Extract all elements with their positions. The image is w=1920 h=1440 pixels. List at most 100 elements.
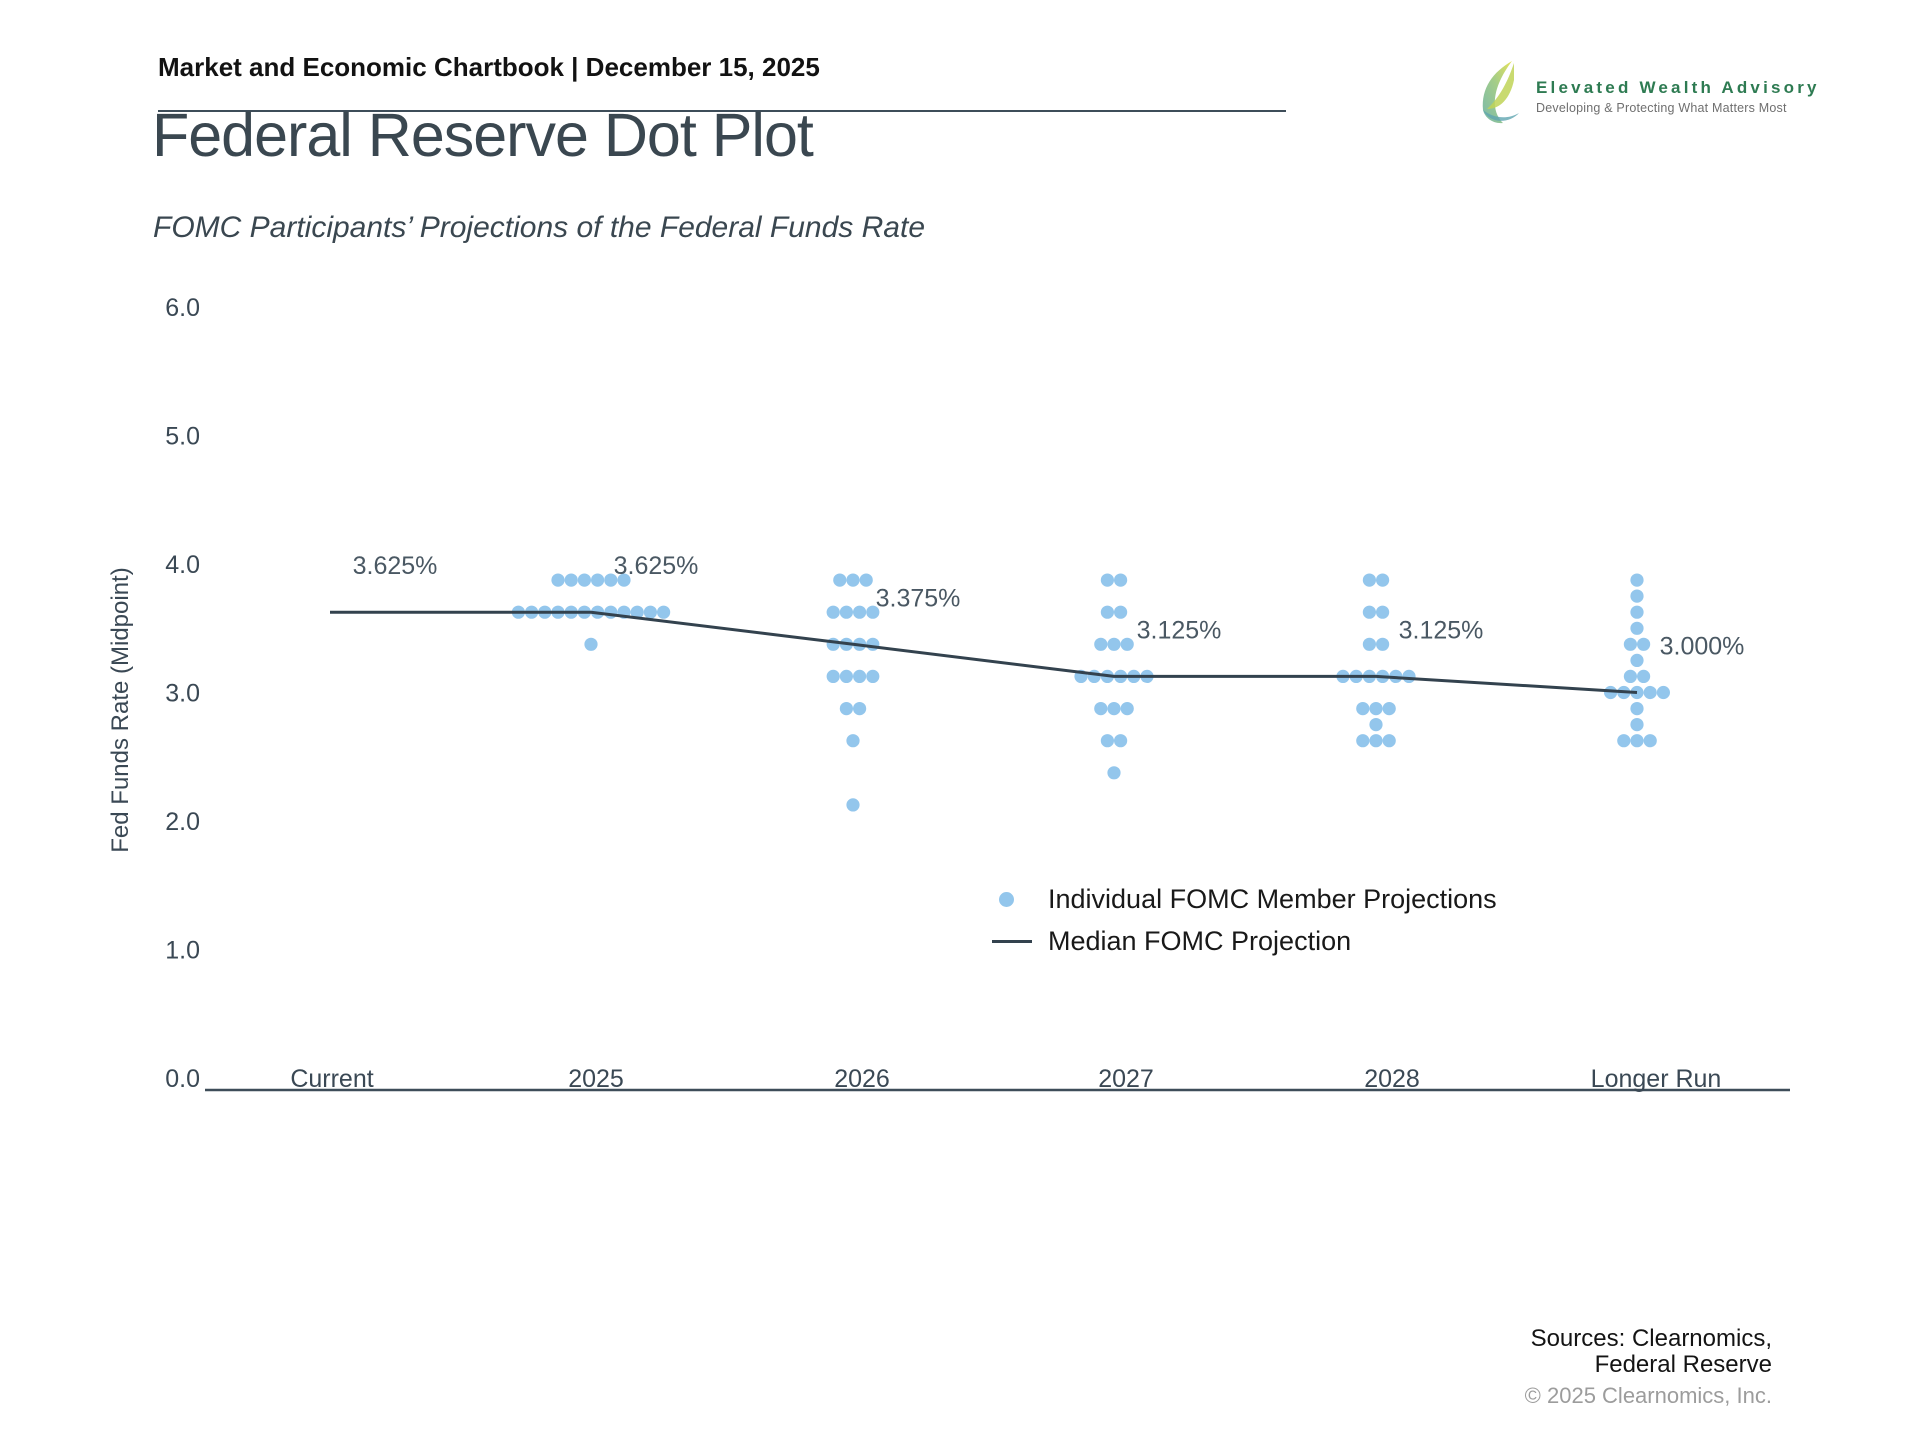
- y-axis-title: Fed Funds Rate (Midpoint): [107, 567, 134, 852]
- fomc-dot: [617, 573, 631, 587]
- fomc-dot: [866, 605, 880, 619]
- fomc-dot: [1107, 766, 1121, 780]
- x-category-label: 2027: [1098, 1065, 1154, 1093]
- fomc-dot: [1369, 702, 1383, 716]
- x-category-label: 2025: [568, 1065, 624, 1093]
- fomc-dot: [846, 734, 860, 748]
- median-label: 3.125%: [1137, 616, 1222, 644]
- fomc-dot: [826, 605, 840, 619]
- fomc-dot: [1630, 621, 1644, 635]
- fomc-dot: [1120, 702, 1134, 716]
- median-label: 3.125%: [1399, 616, 1484, 644]
- legend: Individual FOMC Member Projections Media…: [992, 878, 1497, 962]
- sources-line-1: Sources: Clearnomics,: [1530, 1325, 1772, 1352]
- fomc-dot: [630, 605, 644, 619]
- fomc-dot: [1362, 573, 1376, 587]
- logo-tagline: Developing & Protecting What Matters Mos…: [1536, 101, 1787, 115]
- leaf-logo-icon: [1482, 61, 1519, 124]
- legend-dot-marker: [992, 891, 1036, 907]
- fomc-dot: [1120, 637, 1134, 651]
- fomc-dot: [1630, 718, 1644, 732]
- header-divider: [158, 110, 1286, 112]
- fomc-dot: [1107, 702, 1121, 716]
- fomc-dot: [1362, 605, 1376, 619]
- y-tick-label: 6.0: [165, 294, 200, 322]
- fomc-dot: [657, 605, 671, 619]
- fomc-dot: [1376, 637, 1390, 651]
- y-tick-label: 1.0: [165, 937, 200, 965]
- y-tick-label: 5.0: [165, 423, 200, 451]
- fomc-dot: [866, 669, 880, 684]
- fomc-dot: [833, 573, 847, 587]
- fomc-dot: [1630, 734, 1644, 748]
- median-line: [330, 610, 1638, 694]
- logo-name: Elevated Wealth Advisory: [1536, 78, 1820, 97]
- copyright: © 2025 Clearnomics, Inc.: [1524, 1383, 1772, 1408]
- legend-dot-label: Individual FOMC Member Projections: [1048, 883, 1497, 914]
- y-tick-label: 3.0: [165, 680, 200, 708]
- fomc-dot: [1630, 589, 1644, 603]
- fomc-dot: [1656, 685, 1670, 700]
- fomc-dot: [859, 573, 873, 587]
- legend-line-marker: [992, 939, 1036, 943]
- fomc-dot: [1107, 637, 1121, 651]
- fomc-dot: [1100, 573, 1114, 587]
- fomc-dot: [577, 573, 592, 587]
- fomc-dot: [591, 573, 605, 587]
- fomc-dot: [1087, 669, 1101, 684]
- fomc-dot: [1100, 605, 1114, 619]
- fomc-dot: [1356, 734, 1370, 748]
- y-tick-label: 4.0: [165, 551, 200, 579]
- fomc-dot: [584, 637, 598, 651]
- fomc-dot: [1356, 702, 1370, 716]
- fomc-dot: [846, 798, 860, 812]
- fomc-dot: [1630, 605, 1644, 619]
- fomc-dot: [1114, 573, 1128, 587]
- median-label: 3.625%: [353, 552, 438, 580]
- fomc-dot: [1643, 685, 1657, 700]
- fomc-dot: [853, 702, 867, 716]
- fomc-dot: [826, 669, 840, 684]
- fomc-dot: [1094, 702, 1108, 716]
- fomc-dot: [839, 605, 854, 619]
- x-category-label: Current: [290, 1065, 373, 1093]
- x-category-label: 2026: [834, 1065, 890, 1093]
- fomc-dot: [604, 573, 618, 587]
- fomc-dot: [1369, 734, 1383, 748]
- fomc-dot: [1630, 702, 1644, 716]
- report-header: Market and Economic Chartbook | December…: [158, 52, 820, 82]
- fomc-dot: [1114, 734, 1128, 748]
- fomc-dot: [1623, 669, 1637, 684]
- fomc-dot: [1637, 637, 1651, 651]
- fomc-dot: [1376, 605, 1390, 619]
- fomc-dot: [1100, 734, 1114, 748]
- fomc-dot: [1382, 702, 1396, 716]
- median-label: 3.000%: [1660, 633, 1745, 661]
- fomc-dot: [839, 702, 854, 716]
- x-category-label: Longer Run: [1591, 1065, 1722, 1093]
- fomc-dot: [846, 573, 860, 587]
- fomc-dot: [1630, 573, 1644, 587]
- sources-line-2: Federal Reserve: [1594, 1351, 1772, 1378]
- fomc-dot: [564, 573, 578, 587]
- x-category-label: 2028: [1364, 1065, 1420, 1093]
- legend-line-label: Median FOMC Projection: [1048, 925, 1352, 956]
- fomc-dot: [1402, 669, 1416, 684]
- fomc-dot: [866, 637, 880, 651]
- y-tick-label: 2.0: [165, 808, 200, 836]
- fomc-dot: [1617, 734, 1631, 748]
- median-label: 3.375%: [876, 584, 961, 612]
- fomc-dot: [1369, 718, 1383, 732]
- fomc-dot: [1362, 637, 1376, 651]
- page-subtitle: FOMC Participants’ Projections of the Fe…: [153, 211, 926, 244]
- fomc-dot: [1376, 573, 1390, 587]
- fomc-dot: [551, 573, 565, 587]
- fomc-dot: [839, 669, 854, 684]
- fomc-dot: [1643, 734, 1657, 748]
- fomc-dot: [1637, 669, 1651, 684]
- sources: Sources: Clearnomics, Federal Reserve © …: [1525, 1326, 1772, 1409]
- fomc-dot: [1623, 637, 1637, 651]
- fomc-dot: [1094, 637, 1108, 651]
